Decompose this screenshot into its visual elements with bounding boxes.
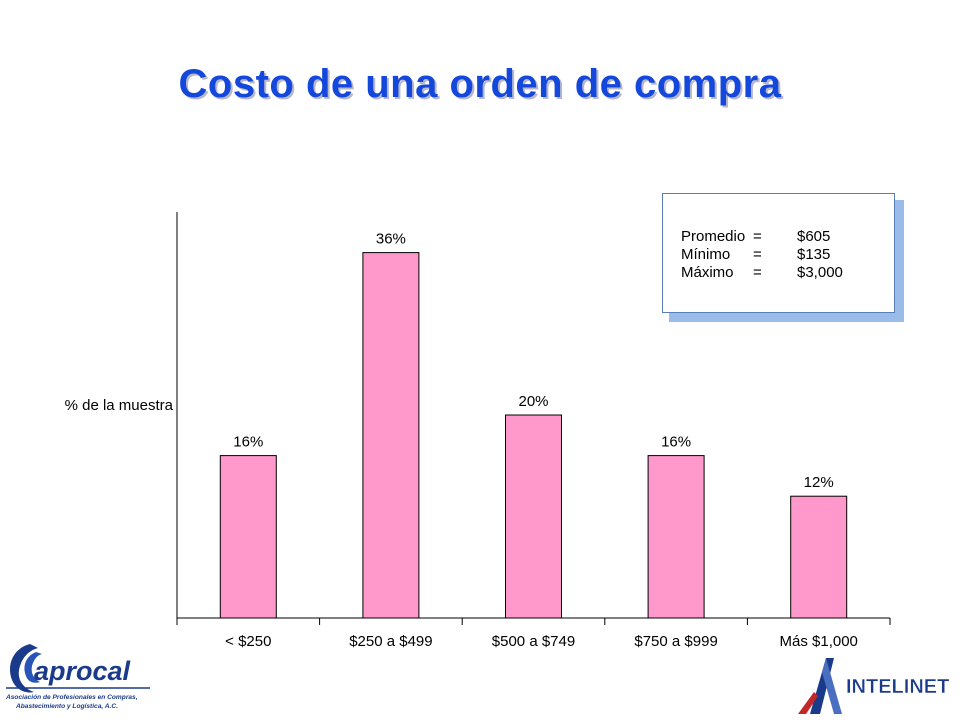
stats-value: $135 [797, 246, 831, 263]
intelinet-logo: INTELINET [798, 658, 950, 714]
y-axis-label: % de la muestra [65, 397, 174, 414]
stats-value: $605 [797, 228, 831, 245]
stats-label: Mínimo [681, 246, 731, 263]
axes-layer [176, 212, 891, 625]
x-tick-label-1: < $250 [225, 633, 271, 650]
stats-label: Máximo [681, 264, 734, 281]
aprocal-tagline-2: Abastecimiento y Logística, A.C. [15, 703, 118, 710]
stats-table: Promedio = $605 Mínimo = $135 Máximo = $… [681, 228, 843, 282]
labels-layer: 16% 36% 20% 16% 12% < $250 $250 a $499 $500 a $… [65, 231, 858, 650]
bar-2 [362, 252, 420, 619]
bar-4 [647, 455, 705, 619]
intelinet-wordmark: INTELINET [846, 676, 949, 698]
stats-sep: = [753, 264, 762, 281]
x-tick-label-3: $500 a $749 [492, 633, 575, 650]
data-label-3: 20% [518, 393, 548, 410]
x-tick-label-4: $750 a $999 [634, 633, 717, 650]
stats-box: Promedio = $605 Mínimo = $135 Máximo = $… [662, 193, 895, 313]
stats-sep: = [753, 228, 762, 245]
bars-layer [219, 252, 848, 619]
slide-title: Costo de una orden de compra [178, 62, 782, 106]
stats-value: $3,000 [797, 264, 843, 281]
stats-row-maximo: Máximo = $3,000 [681, 264, 843, 282]
data-label-4: 16% [661, 434, 691, 451]
x-tick-label-5: Más $1,000 [780, 633, 858, 650]
x-tick-label-2: $250 a $499 [349, 633, 432, 650]
data-label-2: 36% [376, 231, 406, 248]
bar-3 [505, 414, 562, 619]
aprocal-wordmark: aprocal [34, 656, 131, 686]
data-label-1: 16% [233, 434, 263, 451]
stats-row-promedio: Promedio = $605 [681, 228, 843, 246]
aprocal-tagline-1: Asociación de Profesionales en Compras, [5, 694, 138, 701]
bar-1 [219, 455, 277, 619]
bar-5 [790, 495, 848, 619]
stats-label: Promedio [681, 228, 746, 245]
stats-sep: = [753, 246, 762, 263]
aprocal-logo: aprocal Asociación de Profesionales en C… [5, 644, 150, 710]
data-label-5: 12% [804, 474, 834, 491]
stats-row-minimo: Mínimo = $135 [681, 246, 843, 264]
